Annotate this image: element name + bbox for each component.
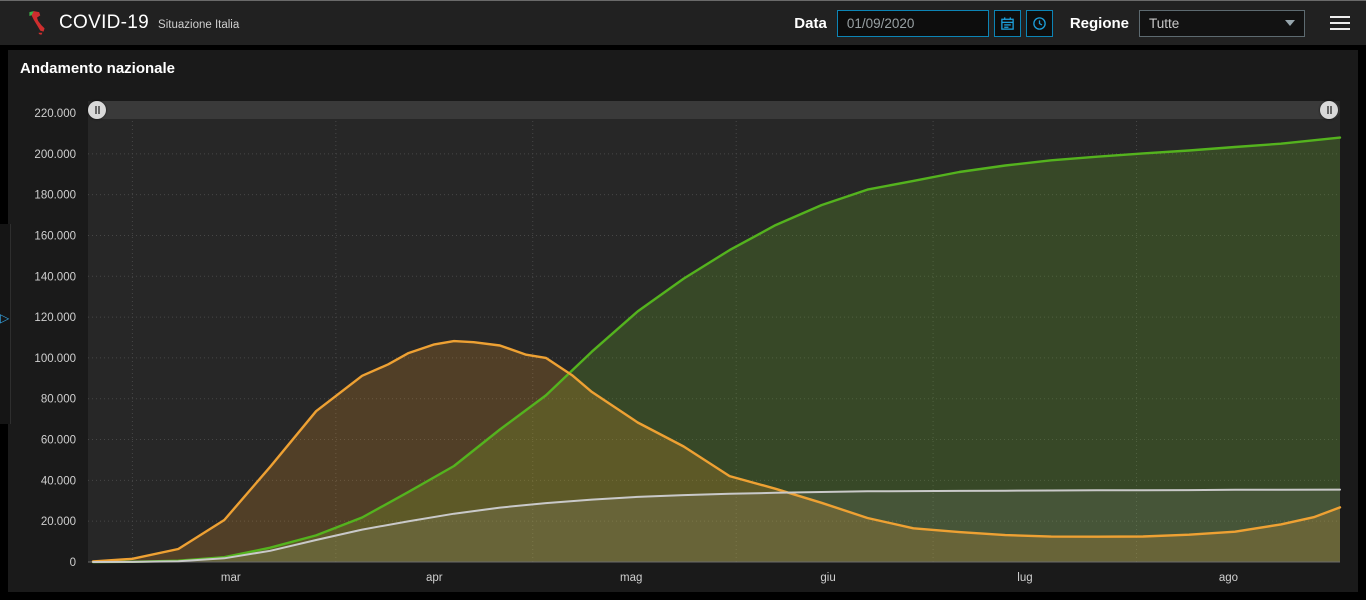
drag-handle-icon — [1326, 106, 1332, 114]
app-title: COVID-19 — [59, 12, 150, 33]
region-select-value: Tutte — [1149, 15, 1180, 31]
plot-background — [88, 101, 1340, 562]
y-tick-label: 0 — [70, 557, 76, 569]
y-tick-label: 200.000 — [34, 149, 76, 161]
y-tick-label: 80.000 — [41, 394, 76, 406]
series-green-line — [91, 136, 1342, 564]
hamburger-menu-icon — [1330, 16, 1350, 18]
chart-panel: Andamento nazionale 0 20.000 40.000 60.000 8… — [8, 50, 1358, 592]
clock-button[interactable] — [1025, 9, 1053, 37]
drag-handle-icon — [94, 106, 100, 114]
y-tick-label: 180.000 — [34, 190, 76, 202]
y-tick-label: 60.000 — [41, 435, 76, 447]
series-orange-area — [93, 341, 1340, 562]
y-tick-label: 40.000 — [41, 475, 76, 487]
x-tick-label: lug — [1017, 572, 1032, 584]
region-select[interactable]: Tutte — [1139, 9, 1305, 37]
y-tick-label: 100.000 — [34, 353, 76, 365]
time-range-slider[interactable] — [88, 99, 1340, 121]
panel-title: Andamento nazionale — [20, 60, 176, 77]
x-tick-label: mag — [620, 572, 642, 584]
y-tick-label: 20.000 — [41, 516, 76, 528]
region-label: Regione — [1069, 14, 1129, 32]
y-tick-label: 160.000 — [34, 230, 76, 242]
y-tick-label: 220.000 — [34, 108, 76, 120]
date-input[interactable] — [836, 9, 989, 37]
app-titles: COVID-19 Situazione Italia — [59, 12, 239, 34]
x-tick-label: ago — [1219, 572, 1238, 584]
chevron-down-icon — [1285, 20, 1295, 26]
series-orange-line — [91, 339, 1342, 563]
x-tick-label: giu — [820, 572, 835, 584]
slider-track[interactable] — [88, 101, 1340, 119]
x-tick-label: apr — [426, 572, 443, 584]
calendar-icon — [1001, 16, 1014, 30]
y-tick-label: 140.000 — [34, 271, 76, 283]
clock-icon — [1033, 16, 1046, 30]
series-gray-line — [92, 488, 1341, 563]
header-controls: Data Regione Tutte — [794, 9, 1352, 37]
slider-handle-right[interactable] — [1320, 101, 1338, 119]
series-gray-area — [93, 489, 1340, 562]
italy-map-icon — [29, 11, 45, 35]
app-header: COVID-19 Situazione Italia Data — [0, 0, 1366, 45]
series-green-area — [93, 137, 1340, 562]
app-subtitle: Situazione Italia — [158, 19, 240, 31]
menu-button[interactable] — [1328, 10, 1352, 36]
x-tick-label: mar — [221, 572, 241, 584]
slider-handle-left[interactable] — [88, 101, 106, 119]
calendar-button[interactable] — [993, 9, 1021, 37]
date-label: Data — [794, 14, 827, 32]
expand-right-icon[interactable]: ▷ — [0, 311, 10, 325]
line-chart: 0 20.000 40.000 60.000 80.000 100.000 120.000 1… — [34, 101, 1342, 584]
collapsed-side-panel: ▷ — [0, 224, 11, 424]
y-tick-label: 120.000 — [34, 312, 76, 324]
